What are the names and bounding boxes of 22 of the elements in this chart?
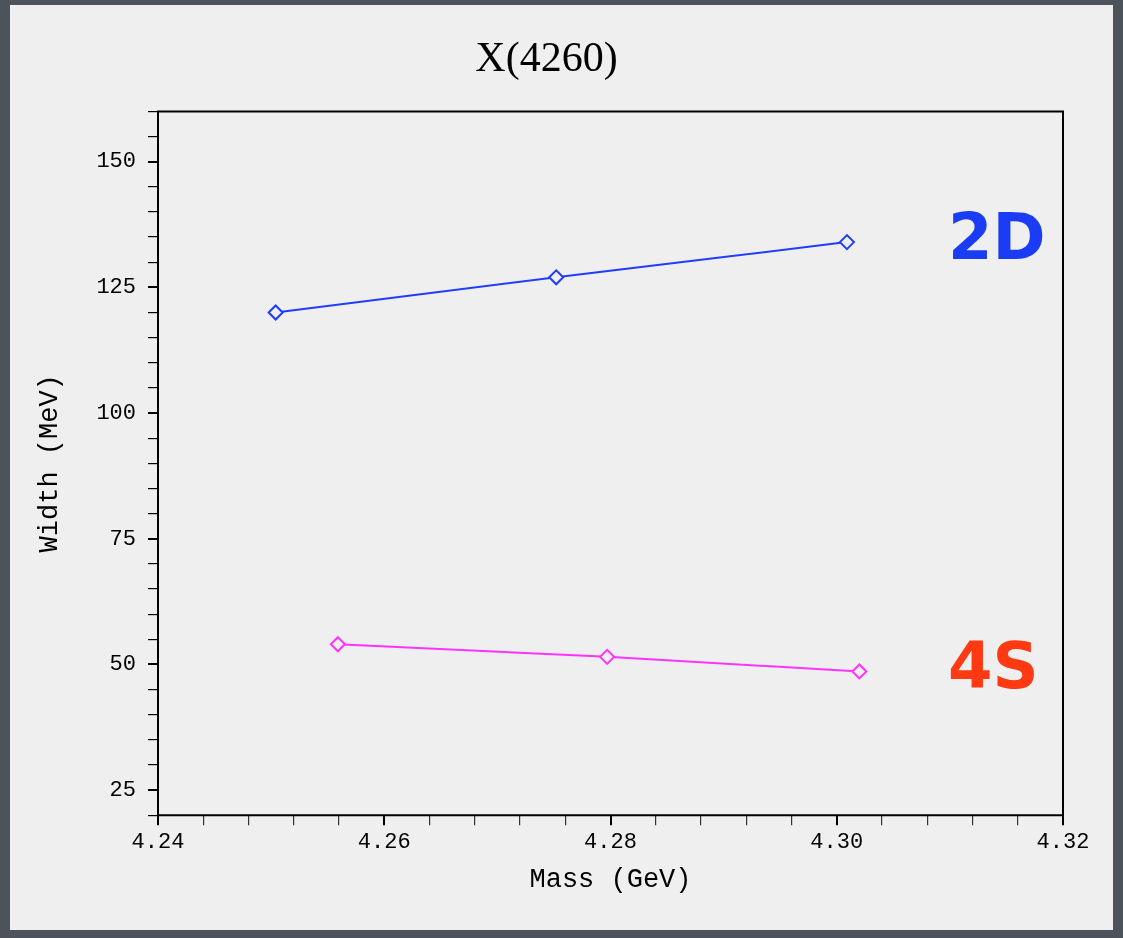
point — [329, 636, 346, 653]
x-tick-label: 4.24 — [131, 830, 185, 856]
point — [548, 269, 565, 286]
point — [851, 663, 868, 680]
y-tick-label: 50 — [109, 652, 137, 678]
point — [599, 648, 616, 665]
x-tick-label: 4.26 — [357, 830, 411, 856]
y-tick-label: 125 — [96, 275, 137, 301]
y-tick-label: 25 — [109, 777, 137, 803]
series-label: 2D — [948, 199, 1046, 274]
x-tick-label: 4.30 — [810, 830, 864, 856]
y-tick-label: 150 — [96, 149, 137, 175]
y-axis-title: Width (MeV) — [35, 374, 66, 553]
x-tick-label: 4.32 — [1036, 830, 1090, 856]
x-axis-title: Mass (GeV) — [529, 864, 692, 895]
point — [838, 234, 855, 251]
chart-title: X(4260) — [475, 34, 618, 82]
point — [267, 304, 284, 321]
y-tick-label: 75 — [109, 526, 137, 552]
series-label: 4S — [948, 629, 1039, 704]
x-tick-label: 4.28 — [584, 830, 637, 856]
y-tick-label: 100 — [96, 400, 137, 426]
